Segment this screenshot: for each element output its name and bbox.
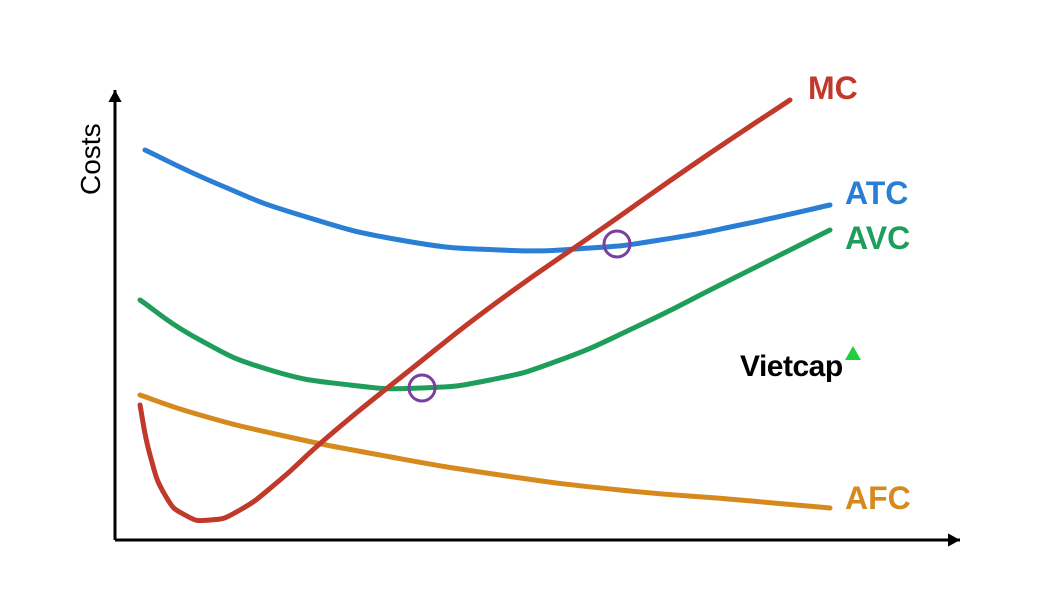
y-axis-label: Costs: [75, 123, 107, 195]
cost-curves-chart: [0, 0, 1064, 612]
afc-curve: [140, 395, 830, 508]
watermark-triangle-icon: [845, 346, 861, 360]
chart-stage: Costs MC ATC AVC AFC Vietcap: [0, 0, 1064, 612]
afc-label: AFC: [845, 480, 911, 517]
watermark-text: Vietcap: [740, 350, 843, 383]
atc-label: ATC: [845, 175, 908, 212]
mc-label: MC: [808, 70, 858, 107]
atc-curve: [145, 150, 830, 251]
avc-label: AVC: [845, 220, 910, 257]
mc-curve: [140, 100, 790, 521]
watermark: Vietcap: [740, 350, 861, 384]
